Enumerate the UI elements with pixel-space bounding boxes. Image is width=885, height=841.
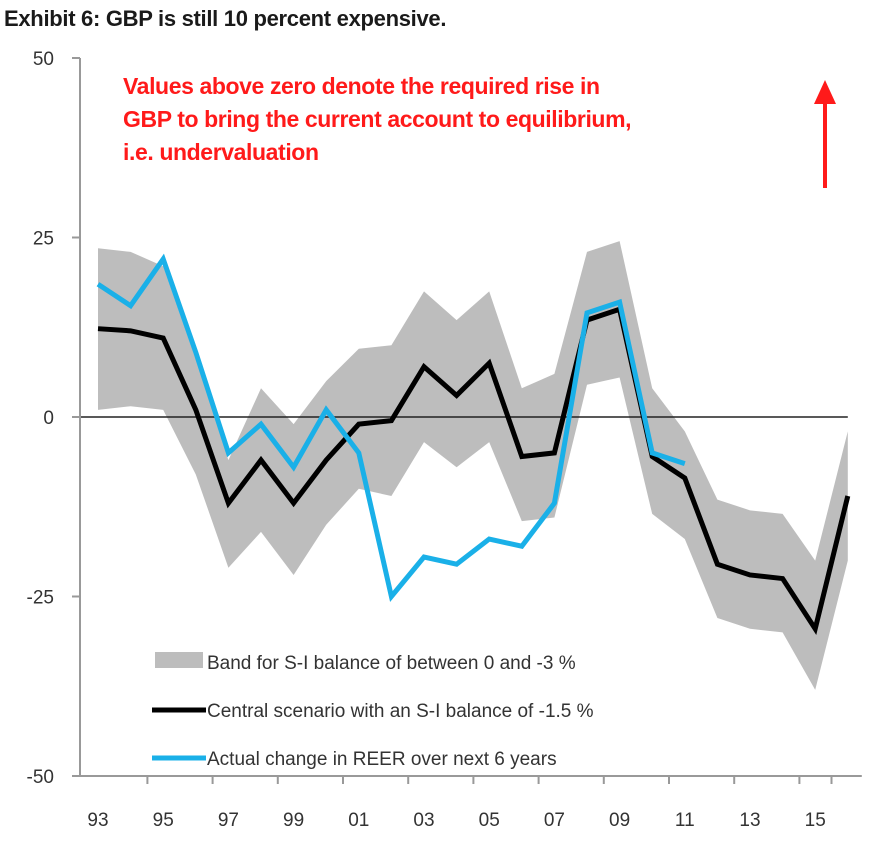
x-tick-label: 11 — [675, 810, 695, 831]
band-area — [98, 241, 848, 690]
y-tick-label: 0 — [43, 408, 54, 429]
legend-label: Central scenario with an S-I balance of … — [207, 701, 594, 722]
y-tick-label: 50 — [33, 49, 54, 70]
legend-item: Central scenario with an S-I balance of … — [152, 701, 594, 722]
y-tick-label: -25 — [27, 588, 54, 609]
central-scenario-line — [97, 306, 851, 636]
x-tick-label: 13 — [739, 810, 760, 831]
chart-title: Exhibit 6: GBP is still 10 percent expen… — [4, 6, 447, 31]
x-tick-label: 09 — [609, 810, 630, 831]
x-tick-label: 05 — [479, 810, 500, 831]
x-tick-label: 01 — [348, 810, 369, 831]
legend-label: Band for S-I balance of between 0 and -3… — [207, 653, 576, 674]
y-tick-label: -50 — [27, 767, 54, 788]
annotation-text: Values above zero denote the required ri… — [123, 70, 743, 169]
annotation-line: Values above zero denote the required ri… — [123, 73, 600, 99]
x-tick-label: 95 — [153, 810, 174, 831]
legend-swatch-band — [155, 652, 203, 668]
annotation-line: GBP to bring the current account to equi… — [123, 106, 632, 132]
x-tick-label: 93 — [87, 810, 108, 831]
y-tick-label: 25 — [33, 229, 54, 250]
legend-item: Band for S-I balance of between 0 and -3… — [155, 652, 576, 674]
x-tick-label: 07 — [544, 810, 565, 831]
x-tick-label: 15 — [805, 810, 826, 831]
legend-item: Actual change in REER over next 6 years — [152, 749, 557, 770]
up-arrow-icon — [814, 80, 836, 188]
x-tick-label: 99 — [283, 810, 304, 831]
annotation-line: i.e. undervaluation — [123, 139, 319, 165]
x-tick-label: 97 — [218, 810, 239, 831]
legend-label: Actual change in REER over next 6 years — [207, 749, 557, 770]
x-tick-label: 03 — [413, 810, 434, 831]
actual-reer-line — [96, 253, 686, 603]
